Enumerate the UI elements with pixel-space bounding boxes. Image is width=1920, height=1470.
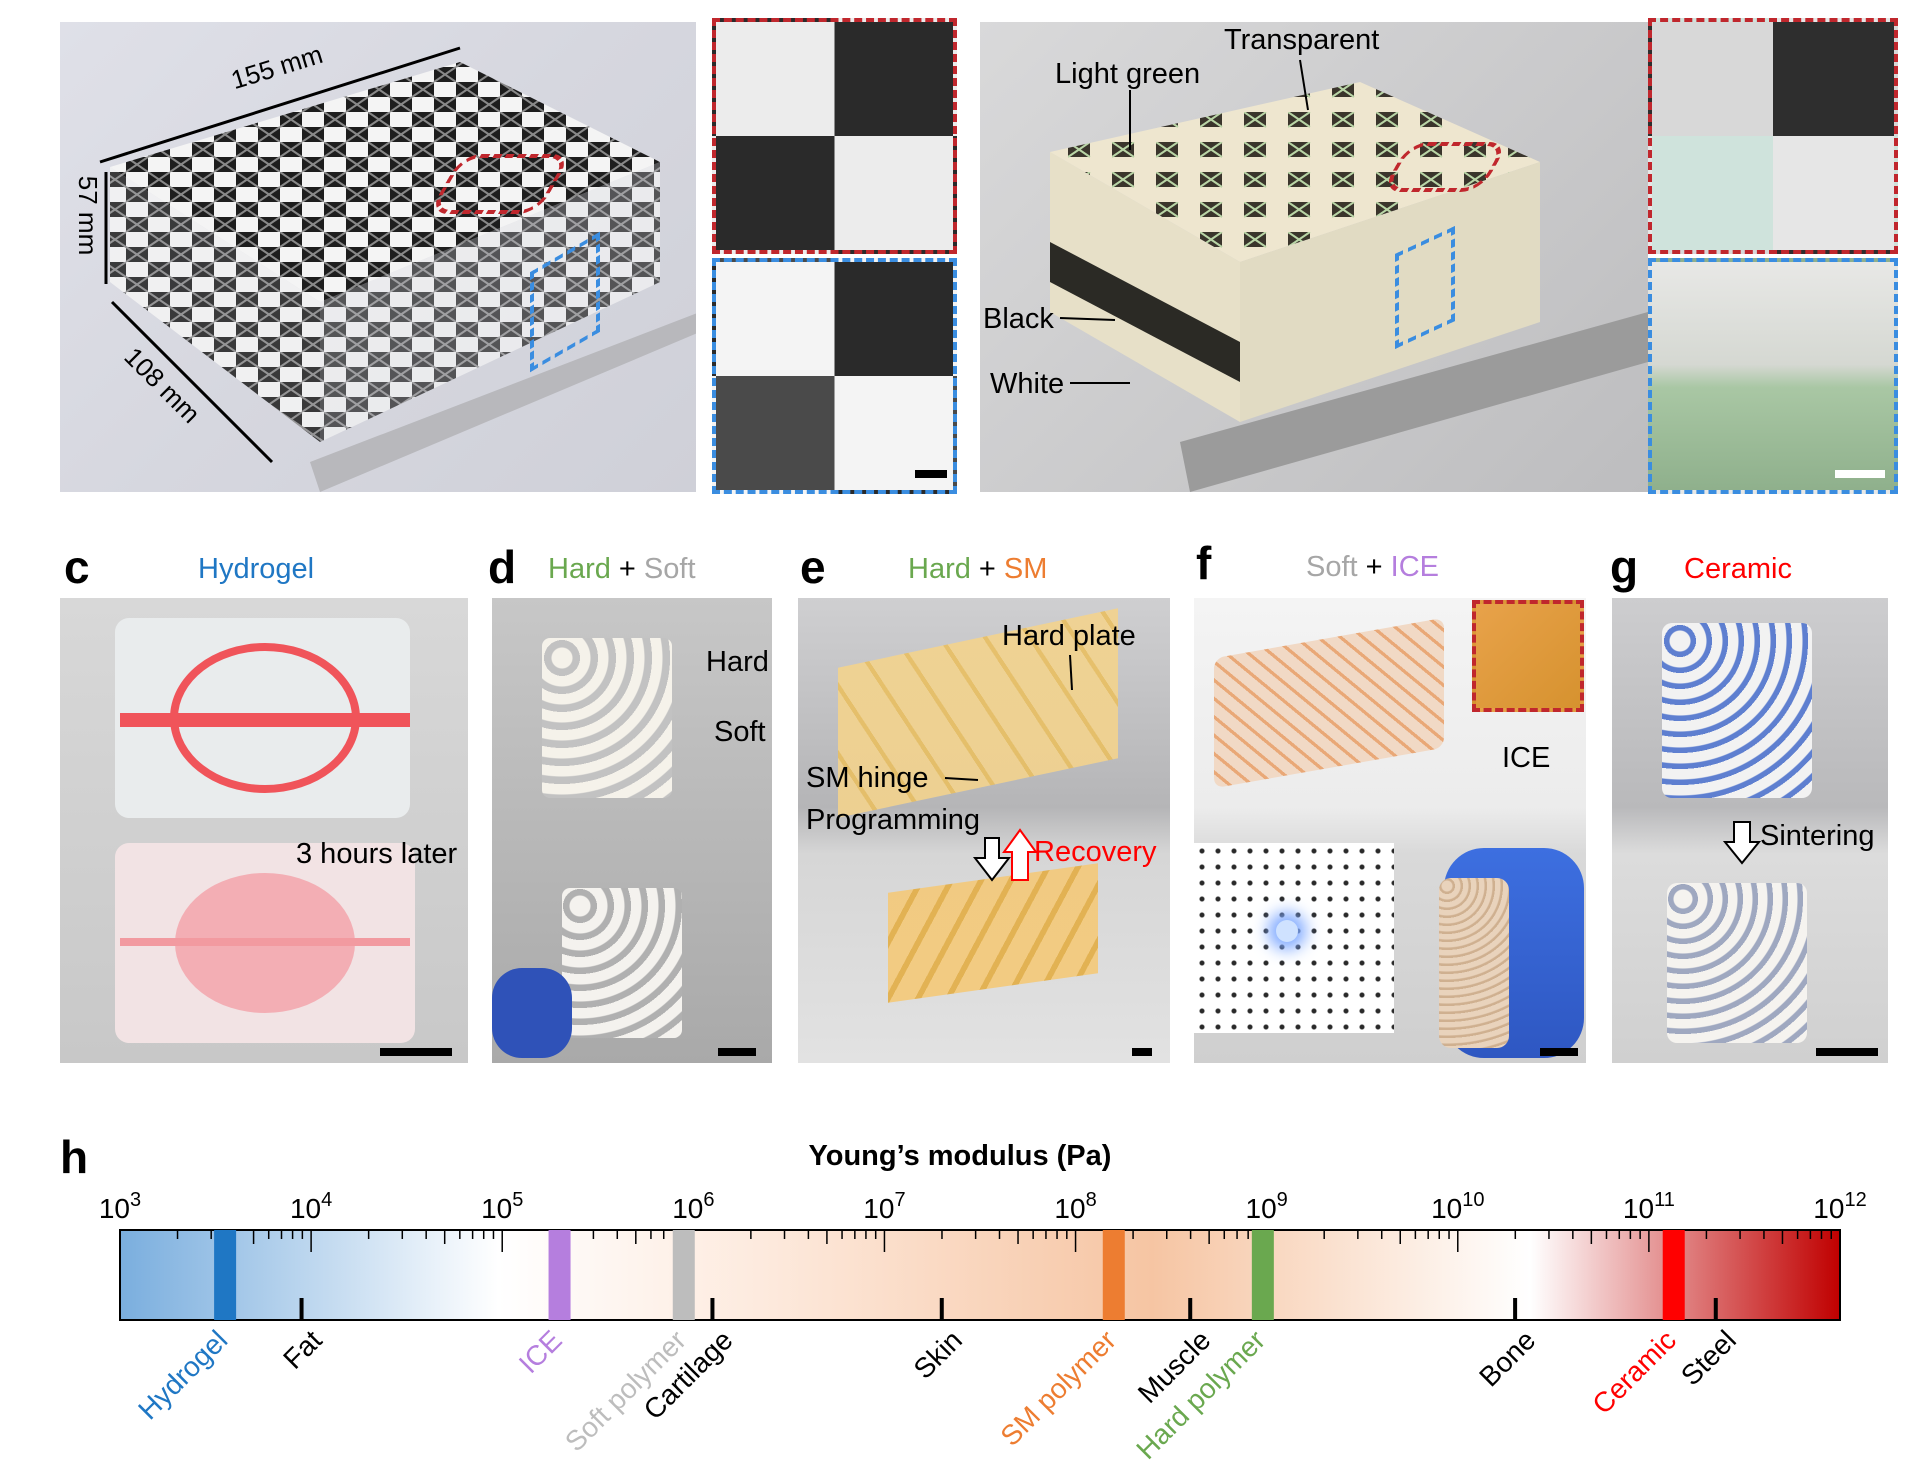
scale-bar-c (380, 1048, 452, 1056)
panel-c-note: 3 hours later (296, 838, 458, 870)
scale-bar-g (1816, 1048, 1878, 1056)
scale-bar-e (1132, 1048, 1152, 1056)
reference-label: Bone (1473, 1324, 1541, 1392)
panel-label-g: g (1610, 541, 1639, 593)
panel-d-photo (492, 598, 772, 1063)
label-ice: ICE (1502, 742, 1551, 774)
tick-label: 109 (1246, 1189, 1288, 1224)
panel-label-d: d (488, 541, 517, 593)
tick-label: 103 (99, 1189, 141, 1224)
panel-g-title: Ceramic (1684, 553, 1792, 585)
panel-a-inset-bottom (712, 258, 957, 494)
label-transparent: Transparent (1224, 24, 1380, 56)
panel-e-title-plus: + (978, 553, 996, 585)
scale-bar-d (718, 1048, 756, 1056)
label-hard-plate: Hard plate (1002, 620, 1136, 652)
tick-label: 105 (481, 1189, 523, 1224)
tick-labels: 103 104 105 106 107 108 109 1010 1011 1012 (99, 1189, 1867, 1224)
reference-label: Skin (908, 1324, 968, 1384)
modulus-bar (119, 1229, 1841, 1321)
material-band (214, 1230, 237, 1320)
panel-f-title-plus: + (1365, 551, 1383, 583)
panel-f-title: Soft + ICE (1306, 551, 1439, 584)
tick-label: 1012 (1813, 1189, 1866, 1224)
scale-bar-f (1540, 1048, 1578, 1056)
label-sintering: Sintering (1760, 820, 1875, 852)
material-band (548, 1230, 571, 1320)
panel-a-photo (60, 22, 696, 492)
panel-b-inset-bottom (1648, 258, 1898, 494)
material-band (672, 1230, 695, 1320)
tick-label: 1011 (1623, 1189, 1675, 1224)
material-label: Ceramic (1586, 1324, 1682, 1420)
material-band (1251, 1230, 1274, 1320)
panel-b-photo (980, 22, 1648, 492)
panel-d-title-plus: + (618, 553, 636, 585)
lattice-block-b-illustration (1050, 82, 1648, 492)
material-label: ICE (513, 1324, 568, 1379)
material-band (1662, 1230, 1685, 1320)
panel-e-title: Hard + SM (908, 553, 1047, 586)
scale-bar-a (915, 470, 947, 478)
panel-f-title-soft: Soft (1306, 551, 1358, 583)
label-light-green: Light green (1055, 58, 1201, 90)
panel-label-e: e (800, 541, 826, 593)
sintering-arrow (1722, 821, 1762, 865)
label-black: Black (983, 303, 1054, 335)
material-label: Hydrogel (132, 1324, 233, 1425)
material-marks (214, 1230, 1685, 1320)
panel-f-title-ice: ICE (1390, 551, 1439, 583)
lattice-block-a-illustration (99, 46, 696, 492)
tick-label: 104 (290, 1189, 332, 1224)
panel-e-photo (798, 598, 1170, 1063)
panel-e-title-sm: SM (1003, 553, 1048, 585)
label-sm-hinge: SM hinge (806, 762, 929, 794)
reference-label: Fat (277, 1324, 328, 1375)
tick-label: 107 (863, 1189, 905, 1224)
youngs-modulus-chart: 103 104 105 106 107 108 109 1010 1011 1012 Hydrog… (99, 1189, 1867, 1465)
panel-label-c: c (64, 541, 90, 593)
panel-c-photo (60, 598, 468, 1063)
panel-d-title: Hard + Soft (548, 553, 696, 586)
panel-d-title-soft: Soft (643, 553, 696, 585)
label-recovery: Recovery (1034, 836, 1157, 868)
panel-b-inset-top (1648, 18, 1898, 254)
chart-title: Young’s modulus (Pa) (808, 1140, 1112, 1172)
tick-label: 108 (1054, 1189, 1096, 1224)
panel-a-inset-top (712, 18, 957, 254)
label-soft: Soft (714, 716, 766, 748)
material-label: SM polymer (994, 1324, 1122, 1452)
label-hard: Hard (706, 646, 769, 678)
tick-label: 106 (672, 1189, 714, 1224)
reference-label: Steel (1675, 1324, 1742, 1391)
panel-e-title-hard: Hard (908, 553, 971, 585)
panel-f-inset (1472, 600, 1584, 712)
panel-e-arrows (944, 654, 1073, 882)
panel-label-h: h (60, 1131, 89, 1183)
panel-d-title-hard: Hard (548, 553, 611, 585)
panel-c-title: Hydrogel (198, 553, 315, 585)
panel-label-f: f (1196, 537, 1212, 589)
reference-marks (299, 1298, 1718, 1320)
label-programming: Programming (806, 804, 981, 836)
label-white: White (990, 368, 1065, 400)
material-band (1102, 1230, 1125, 1320)
panel-b-leader-lines (1059, 59, 1309, 384)
tick-label: 1010 (1431, 1189, 1484, 1224)
scale-bar-b (1835, 470, 1885, 478)
